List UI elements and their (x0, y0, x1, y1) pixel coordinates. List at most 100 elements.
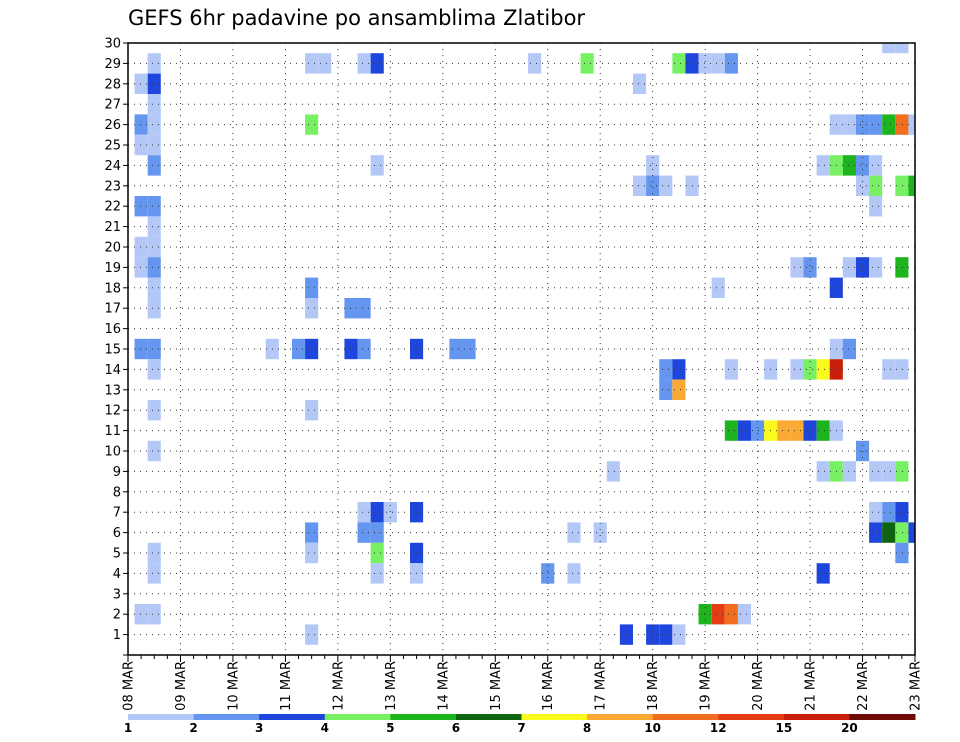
y-tick-label: 4 (113, 567, 121, 582)
y-tick-label: 10 (104, 445, 121, 460)
heatmap-cell (698, 604, 712, 625)
heatmap-cell (147, 114, 161, 135)
y-tick-label: 3 (113, 587, 121, 602)
heatmap-cell (842, 114, 856, 135)
heatmap-cell (147, 563, 161, 584)
colorbar-label: 8 (583, 721, 591, 735)
y-tick-label: 28 (104, 77, 121, 92)
x-tick-label: 15 MAR (489, 661, 504, 711)
heatmap-cell (147, 277, 161, 298)
y-tick-label: 21 (104, 220, 121, 235)
heatmap-cell (305, 400, 319, 421)
x-tick-label: 09 MAR (174, 661, 189, 711)
heatmap-cell (528, 53, 542, 74)
heatmap-cell (816, 461, 830, 482)
x-tick-label: 14 MAR (436, 661, 451, 711)
colorbar-label: 2 (189, 721, 197, 735)
heatmap-cell (816, 155, 830, 176)
heatmap-cell (147, 257, 161, 278)
x-tick-label: 18 MAR (646, 661, 661, 711)
heatmap-cell (646, 175, 660, 196)
heatmap-cell (370, 155, 384, 176)
heatmap-cell (842, 338, 856, 360)
heatmap-cell (370, 502, 384, 523)
y-tick-label: 2 (113, 608, 121, 623)
heatmap-cell (659, 175, 673, 196)
heatmap-cell (777, 420, 791, 441)
colorbar-swatch (849, 714, 916, 720)
y-tick-label: 7 (113, 506, 121, 521)
heatmap-cell (882, 114, 896, 135)
heatmap-cell (357, 298, 371, 319)
y-tick-label: 5 (113, 547, 121, 562)
y-tick-label: 25 (104, 139, 121, 154)
heatmap-cell (593, 522, 607, 543)
x-tick-label: 21 MAR (804, 661, 819, 711)
y-tick-label: 20 (104, 241, 121, 256)
y-tick-label: 23 (104, 179, 121, 194)
heatmap-cell (370, 563, 384, 584)
heatmap-cell (370, 542, 384, 564)
heatmap-cell (370, 53, 384, 74)
colorbar-label: 5 (386, 721, 394, 735)
heatmap-cell (790, 359, 804, 380)
heatmap-cell (672, 53, 686, 74)
colorbar-legend: 1 2 3 4 5 6 7 8 10 12 15 20 (124, 714, 916, 735)
heatmap-cell (895, 359, 909, 380)
colorbar-label: 12 (710, 721, 727, 735)
y-tick-label: 19 (104, 261, 121, 276)
y-tick-label: 15 (104, 343, 121, 358)
colorbar-label: 3 (255, 721, 263, 735)
y-tick-label: 26 (104, 118, 121, 133)
heatmap-cell (724, 53, 738, 74)
x-tick-label: 22 MAR (856, 661, 871, 711)
colorbar-swatch (718, 714, 785, 720)
colorbar-swatch (390, 714, 457, 720)
heatmap-cell (855, 155, 870, 176)
x-tick-label: 23 MAR (909, 661, 924, 711)
heatmap-cell (698, 53, 712, 74)
heatmap-cell (895, 114, 909, 135)
colorbar-label: 4 (321, 721, 329, 735)
colorbar-label: 6 (452, 721, 460, 735)
heatmap-cell (895, 175, 909, 196)
colorbar-swatch (521, 714, 588, 720)
heatmap-cell (882, 43, 896, 54)
heatmap-cell (659, 359, 673, 380)
heatmap-cell (147, 216, 161, 237)
heatmap-cell (895, 522, 909, 543)
colorbar-swatch (652, 714, 719, 720)
heatmap-cell (855, 114, 870, 135)
y-tick-label: 9 (113, 465, 121, 480)
colorbar-swatch (587, 714, 654, 720)
heatmap-cell (147, 155, 161, 176)
heatmap-cell (816, 359, 830, 380)
heatmap-cell (305, 114, 319, 135)
y-tick-label: 22 (104, 200, 121, 215)
heatmap-cell (357, 338, 371, 360)
heatmap-cell (580, 53, 594, 74)
heatmap-cell (147, 196, 161, 217)
heatmap-cell (147, 359, 161, 380)
colorbar-swatch (783, 714, 850, 720)
y-tick-label: 30 (104, 37, 121, 52)
heatmap-cell (147, 338, 161, 360)
x-tick-label: 16 MAR (541, 661, 556, 711)
y-tick-label: 1 (113, 628, 121, 643)
heatmap-cell (672, 379, 686, 400)
heatmap-cell (803, 420, 817, 441)
heatmap-cell (291, 338, 306, 360)
heatmap-cell (895, 43, 909, 54)
heatmap-cell (842, 461, 856, 482)
heatmap-cell (882, 461, 896, 482)
heatmap-cell (737, 604, 752, 625)
heatmap-cell (134, 257, 148, 278)
heatmap-cell (357, 502, 371, 523)
heatmap-cell (855, 175, 870, 196)
heatmap-cell (147, 400, 161, 421)
x-axis: 08 MAR 09 MAR 10 MAR 11 MAR 12 MAR 13 MAR 14 M… (122, 655, 924, 711)
heatmap-cell (869, 114, 883, 135)
heatmap-cell (711, 53, 725, 74)
heatmap-cell (908, 114, 915, 135)
